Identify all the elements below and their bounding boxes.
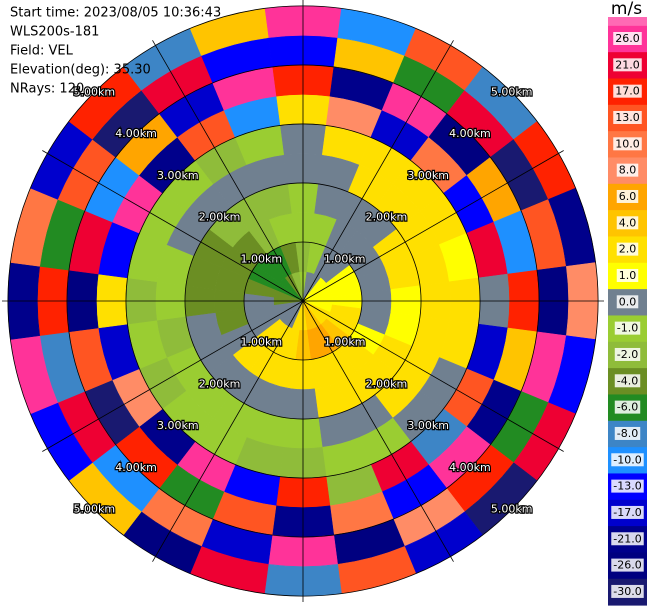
colorbar-label: -17.0 bbox=[613, 506, 641, 519]
colorbar-label: -10.0 bbox=[613, 453, 641, 466]
range-label: 3.00km bbox=[157, 419, 199, 432]
spoke bbox=[152, 40, 304, 302]
range-label: 2.00km bbox=[366, 377, 408, 390]
colorbar-label-bg bbox=[613, 137, 642, 151]
colorbar-label: 8.0 bbox=[619, 164, 637, 177]
range-label: 2.00km bbox=[199, 211, 241, 224]
info-line: Elevation(deg): 35.30 bbox=[10, 63, 151, 78]
info-line: Field: VEL bbox=[10, 44, 74, 59]
range-overlay: 1.00km 1.00km 1.00km 1.00km 2.00km 2.00km 2.00… bbox=[2, 0, 604, 602]
colorbar-label: -2.0 bbox=[617, 348, 638, 361]
colorbar-label: 4.0 bbox=[619, 216, 637, 229]
colorbar-label-bg bbox=[613, 32, 642, 45]
range-label: 4.00km bbox=[115, 461, 157, 474]
range-label: 4.00km bbox=[449, 127, 491, 140]
colorbar-label-bg bbox=[611, 453, 644, 467]
colorbar-label: 21.0 bbox=[615, 58, 640, 71]
colorbar-label: -30.0 bbox=[613, 585, 641, 598]
colorbar-label: -21.0 bbox=[613, 532, 641, 545]
colorbar-label: 26.0 bbox=[615, 32, 640, 45]
range-label: 2.00km bbox=[366, 211, 408, 224]
info-line: Start time: 2023/08/05 10:36:43 bbox=[10, 6, 221, 21]
range-label: 5.00km bbox=[491, 85, 533, 98]
colorbar-label: 17.0 bbox=[615, 85, 640, 98]
colorbar-label: -1.0 bbox=[617, 322, 638, 335]
info-line: WLS200s-181 bbox=[10, 25, 99, 40]
colorbar-label: 0.0 bbox=[619, 295, 637, 308]
spoke bbox=[302, 300, 564, 452]
range-ring bbox=[184, 182, 422, 420]
colorbar-label: -13.0 bbox=[613, 480, 641, 493]
colorbar-label-bg bbox=[614, 374, 641, 388]
colorbar-label: -6.0 bbox=[617, 401, 638, 414]
range-label: 5.00km bbox=[74, 85, 116, 98]
range-label: 3.00km bbox=[407, 169, 449, 182]
colorbar-label-bg bbox=[614, 400, 641, 414]
colorbar-label-bg bbox=[616, 216, 639, 230]
velocity-field bbox=[7, 5, 599, 597]
colorbar-label: 1.0 bbox=[619, 269, 637, 282]
spoke bbox=[42, 150, 304, 302]
colorbar-label-bg bbox=[613, 58, 642, 72]
colorbar-label: 2.0 bbox=[619, 243, 637, 256]
colorbar-label-bg bbox=[613, 110, 642, 124]
colorbar-label: 13.0 bbox=[615, 111, 640, 124]
range-label: 1.00km bbox=[240, 252, 282, 265]
spoke bbox=[302, 150, 564, 302]
colorbar-unit: m/s bbox=[611, 0, 642, 19]
colorbar-over bbox=[608, 17, 647, 27]
range-label: 3.00km bbox=[407, 419, 449, 432]
colorbar-label-bg bbox=[616, 295, 639, 309]
colorbar-label-bg bbox=[611, 532, 644, 546]
colorbar-label-bg bbox=[614, 426, 641, 440]
info-line: NRays: 120 bbox=[10, 82, 84, 97]
range-label: 1.00km bbox=[324, 336, 366, 349]
info-block: Start time: 2023/08/05 10:36:43 WLS200s-1… bbox=[10, 6, 221, 97]
colorbar-label-bg bbox=[616, 268, 639, 282]
range-label: 4.00km bbox=[115, 127, 157, 140]
spoke bbox=[302, 40, 454, 302]
range-ring bbox=[66, 64, 540, 538]
colorbar: 26.0 21.0 17.0 13.0 10.0 8.0 6.0 4.0 2.0 1.0 0.0 -1… bbox=[608, 0, 647, 606]
colorbar-label-bg bbox=[613, 84, 642, 98]
colorbar-label-bg bbox=[614, 347, 641, 361]
range-label: 1.00km bbox=[324, 252, 366, 265]
range-ring bbox=[7, 5, 599, 597]
colorbar-label-bg bbox=[611, 479, 644, 493]
colorbar-label: 6.0 bbox=[619, 190, 637, 203]
colorbar-label-bg bbox=[611, 558, 644, 572]
colorbar-label: -4.0 bbox=[617, 374, 638, 387]
colorbar-label-bg bbox=[611, 505, 644, 519]
range-label: 1.00km bbox=[240, 336, 282, 349]
colorbar-label: 10.0 bbox=[615, 137, 640, 150]
range-ring bbox=[243, 241, 363, 361]
colorbar-label-bg bbox=[616, 189, 639, 203]
colorbar-label-bg bbox=[611, 584, 644, 598]
colorbar-label: -8.0 bbox=[617, 427, 638, 440]
range-label: 2.00km bbox=[199, 377, 241, 390]
range-label: 4.00km bbox=[449, 461, 491, 474]
spoke bbox=[302, 300, 454, 562]
range-label: 5.00km bbox=[74, 503, 116, 516]
spoke bbox=[42, 300, 304, 452]
colorbar-label: -26.0 bbox=[613, 559, 641, 572]
range-ring bbox=[125, 123, 481, 479]
colorbar-label-bg bbox=[614, 321, 641, 335]
spoke bbox=[152, 300, 304, 562]
range-label: 5.00km bbox=[491, 503, 533, 516]
range-label: 3.00km bbox=[157, 169, 199, 182]
colorbar-label-bg bbox=[616, 242, 639, 256]
colorbar-label-bg bbox=[616, 163, 639, 177]
